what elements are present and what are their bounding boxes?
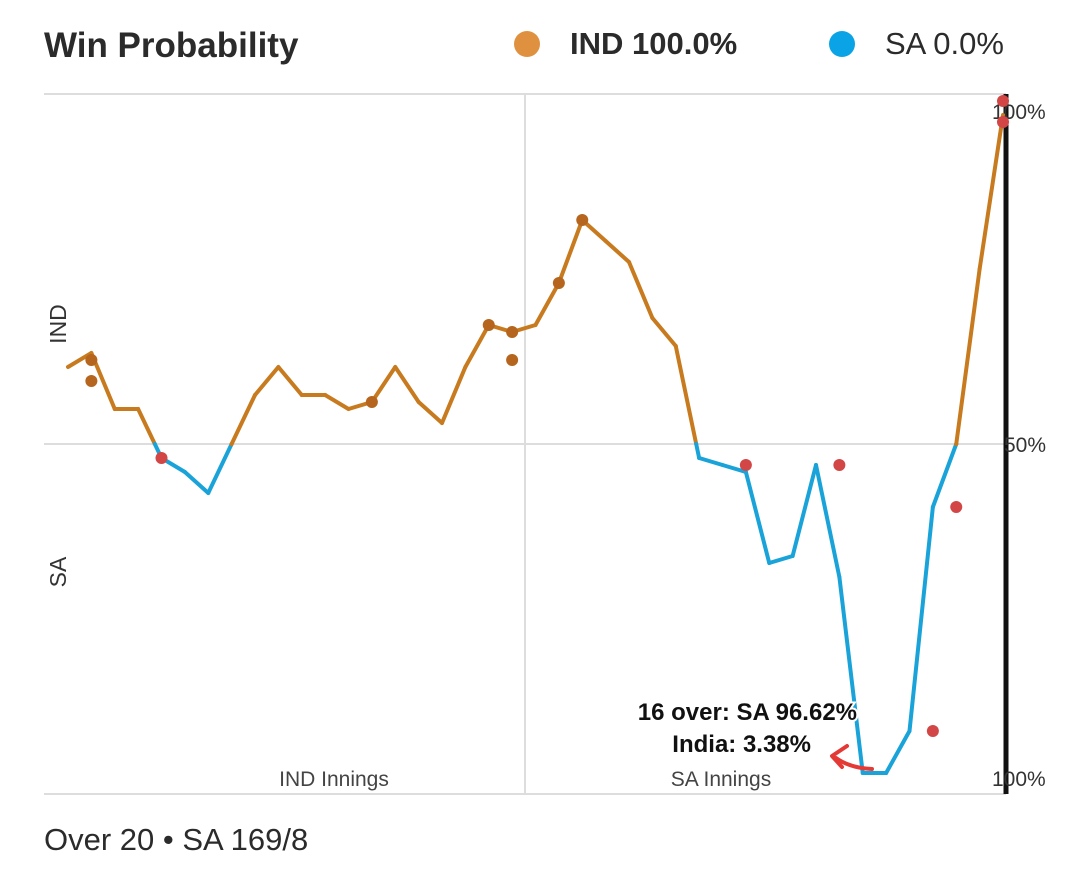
wicket-marker-sa-5[interactable] xyxy=(997,95,1009,107)
annotation: 16 over: SA 96.62% India: 3.38% xyxy=(636,697,874,771)
wicket-marker-ind-3[interactable] xyxy=(482,319,495,331)
wicket-marker-sa-2[interactable] xyxy=(833,459,846,471)
x-label-sa-innings: SA Innings xyxy=(671,768,771,791)
line-segment-17 xyxy=(416,400,444,425)
y-tick-bottom: 100% xyxy=(992,768,1046,791)
line-segment-15 xyxy=(369,365,398,404)
legend-ind[interactable]: IND 100.0% xyxy=(514,26,737,62)
annotation-arrowhead-icon xyxy=(830,744,849,769)
line-segment-11 xyxy=(276,365,304,397)
line-segment-36 xyxy=(837,575,865,775)
line-segment-30 xyxy=(697,456,725,467)
legend-sa[interactable]: SA 0.0% xyxy=(829,26,1004,62)
line-segment-16 xyxy=(393,365,421,404)
line-segment-6 xyxy=(182,470,211,495)
line-segment-29 xyxy=(694,442,702,460)
y-label-ind: IND xyxy=(45,304,71,344)
line-segment-10 xyxy=(253,365,281,397)
wicket-marker-ind-0[interactable] xyxy=(85,354,98,366)
chart-title: Win Probability xyxy=(44,26,299,65)
wicket-marker-sa-3[interactable] xyxy=(926,725,939,737)
wicket-marker-ind-7[interactable] xyxy=(576,214,589,226)
line-segment-38 xyxy=(884,729,912,775)
line-segment-23 xyxy=(556,218,585,285)
annotation-line-1: 16 over: SA 96.62% xyxy=(638,699,857,726)
footer-over-score: Over 20 • SA 169/8 xyxy=(44,822,309,857)
annotation-arrow-icon xyxy=(834,756,874,771)
annotation-line-2: India: 3.38% xyxy=(672,731,811,758)
wicket-marker-ind-4[interactable] xyxy=(506,326,519,338)
legend-sa-label: SA 0.0% xyxy=(885,26,1004,61)
line-segment-9 xyxy=(229,393,257,446)
wicket-marker-sa-6[interactable] xyxy=(997,116,1009,128)
line-segment-3 xyxy=(136,407,157,446)
line-segment-22 xyxy=(533,281,561,327)
line-segment-31 xyxy=(720,463,748,474)
wicket-marker-sa-4[interactable] xyxy=(950,501,963,513)
line-segment-19 xyxy=(463,323,491,369)
wicket-marker-sa-0[interactable] xyxy=(155,452,168,464)
line-segment-42 xyxy=(954,267,982,446)
wicket-marker-ind-6[interactable] xyxy=(552,277,565,289)
line-segment-39 xyxy=(907,505,935,733)
line-segment-7 xyxy=(206,442,234,495)
line-segment-25 xyxy=(603,239,631,264)
line-segment-0 xyxy=(66,351,94,369)
line-segment-34 xyxy=(790,463,818,558)
y-label-sa: SA xyxy=(45,556,71,587)
legend-ind-label: IND 100.0% xyxy=(570,26,738,61)
legend-sa-dot-icon xyxy=(829,31,855,57)
line-segment-43 xyxy=(977,113,1005,271)
wicket-marker-ind-1[interactable] xyxy=(85,375,98,387)
wicket-marker-ind-5[interactable] xyxy=(506,354,519,366)
line-segment-27 xyxy=(650,316,678,348)
y-tick-middle: 50% xyxy=(1004,434,1046,457)
line-segment-26 xyxy=(627,260,655,320)
line-segment-13 xyxy=(323,393,351,411)
wicket-markers xyxy=(85,95,1009,737)
line-segment-18 xyxy=(440,365,468,425)
legend-ind-dot-icon xyxy=(514,31,540,57)
wicket-marker-ind-2[interactable] xyxy=(365,396,378,408)
x-label-ind-innings: IND Innings xyxy=(279,768,389,791)
line-segment-35 xyxy=(814,463,842,579)
wicket-marker-sa-1[interactable] xyxy=(739,459,752,471)
line-segment-33 xyxy=(767,554,795,565)
line-segment-32 xyxy=(743,470,772,565)
line-segment-28 xyxy=(673,344,699,446)
chart-grid xyxy=(44,93,1009,795)
line-segment-40 xyxy=(930,442,959,509)
